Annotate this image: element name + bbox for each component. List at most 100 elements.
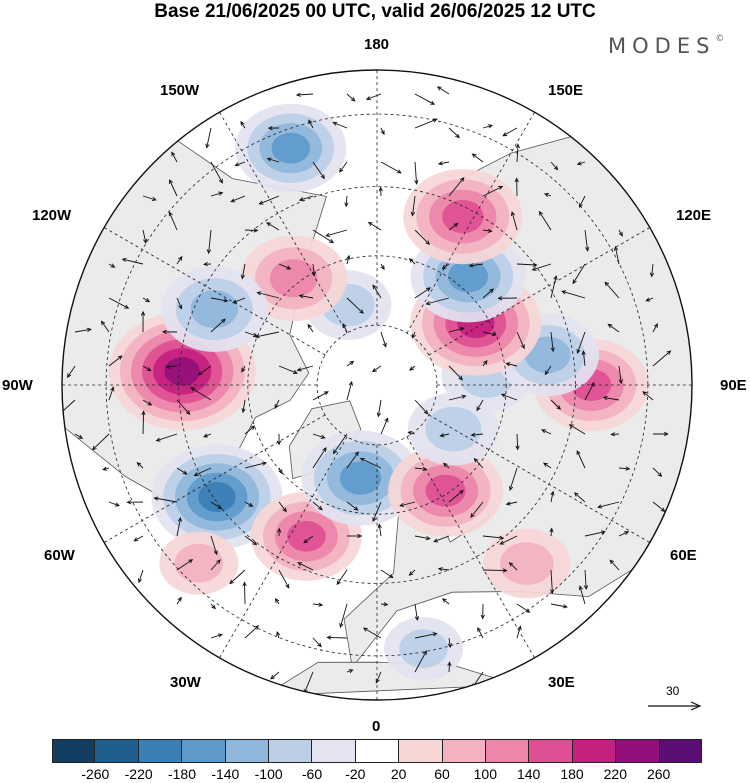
wind-vector [108,263,116,268]
wind-vector [380,127,385,136]
wind-vector [442,462,450,469]
arrow-head-icon [436,86,442,91]
wind-vector [610,432,620,437]
wind-vector [505,362,518,367]
wind-shaft [474,458,484,469]
arrow-head-icon [447,643,452,649]
arrow-head-icon [298,197,304,202]
wind-vector [342,322,348,333]
wind-shaft [312,161,325,179]
wind-shaft [67,365,76,378]
wind-vector [482,331,497,337]
wind-shaft [169,179,178,197]
colorbar-tick-label: 180 [560,766,584,782]
arrow-head-icon [645,297,651,302]
wind-shaft [363,627,382,639]
wind-vector [583,569,589,591]
wind-vector [266,157,280,163]
wind-vector [276,433,282,446]
wind-shaft [210,535,218,555]
wind-shaft [307,324,314,333]
arrow-head-icon [252,540,258,546]
wind-vector [244,425,256,435]
wind-shaft [372,365,382,372]
arrow-head-icon [218,178,223,184]
arrow-head-icon [561,290,567,295]
arrow-head-icon [649,272,655,278]
wind-vector [142,399,153,406]
anomaly-contour [198,482,236,512]
wind-shaft [198,365,212,376]
wind-shaft [482,124,493,129]
arrow-head-icon [325,232,331,238]
wind-shaft [208,229,212,254]
wind-vector [298,294,314,299]
anomaly-contour [425,406,482,452]
arrow-head-icon [137,578,143,584]
arrow-head-icon [543,462,548,467]
arrow-head-icon [177,516,182,522]
wind-vector [543,192,552,198]
colorbar-labels: -260 -220 -180 -140 -100 -60 -20 20 60 100 140 180 2… [0,766,750,783]
wind-vector [618,229,623,237]
wind-shaft [438,161,450,165]
wind-vector [278,467,283,475]
wind-vector [312,447,327,469]
wind-shaft [482,535,504,539]
wind-shaft [203,433,212,438]
arrow-head-icon [380,265,385,271]
arrow-head-icon [254,334,260,339]
wind-vector [121,257,144,265]
wind-vector [408,569,416,576]
wind-shaft [303,535,314,544]
wind-shaft [92,433,110,451]
arrow-head-icon [274,404,279,409]
wind-shaft [409,365,416,371]
wind-vector [242,581,247,605]
arrow-head-icon [550,347,555,353]
arrow-head-icon [295,92,301,97]
arrow-head-icon [136,461,142,467]
arrow-head-icon [499,535,505,540]
wind-vector [153,496,178,503]
lon-label-0: 0 [372,718,381,735]
wind-shaft [652,501,665,512]
wind-vector [448,365,464,381]
colorbar-tick-label: 220 [603,766,628,782]
wind-vector [378,186,383,197]
wind-shaft [346,297,364,314]
wind-shaft [176,399,191,415]
wind-vector [414,603,420,622]
meridian-line [428,414,650,543]
wind-vector [346,501,359,511]
wind-vector [510,211,518,231]
wind-shaft [142,229,147,243]
arrow-head-icon [378,186,383,192]
arrow-head-icon [581,350,586,356]
arrow-head-icon [604,281,610,287]
arrow-head-icon [221,318,226,324]
wind-shaft [400,501,416,507]
arrow-head-icon [223,298,229,303]
wind-vector [609,559,620,571]
wind-shaft [584,569,587,590]
logo-mark: © [715,34,725,44]
arrow-head-icon [297,562,303,567]
arrow-head-icon [203,262,208,267]
wind-shaft [325,229,348,237]
wind-shaft [543,462,552,469]
arrow-head-icon [58,412,62,416]
wind-vector [377,523,382,537]
wind-shaft [206,127,212,148]
wind-vector [102,466,110,471]
wind-vector [414,632,438,639]
wind-vector [516,603,531,613]
wind-vector [155,433,178,442]
arrow-head-icon [307,323,312,329]
wind-shaft [469,263,484,267]
arrow-head-icon [292,369,298,374]
wind-shaft [516,433,519,450]
arrow-head-icon [147,401,153,406]
arrow-head-icon [354,451,359,457]
wind-shaft [336,569,348,585]
